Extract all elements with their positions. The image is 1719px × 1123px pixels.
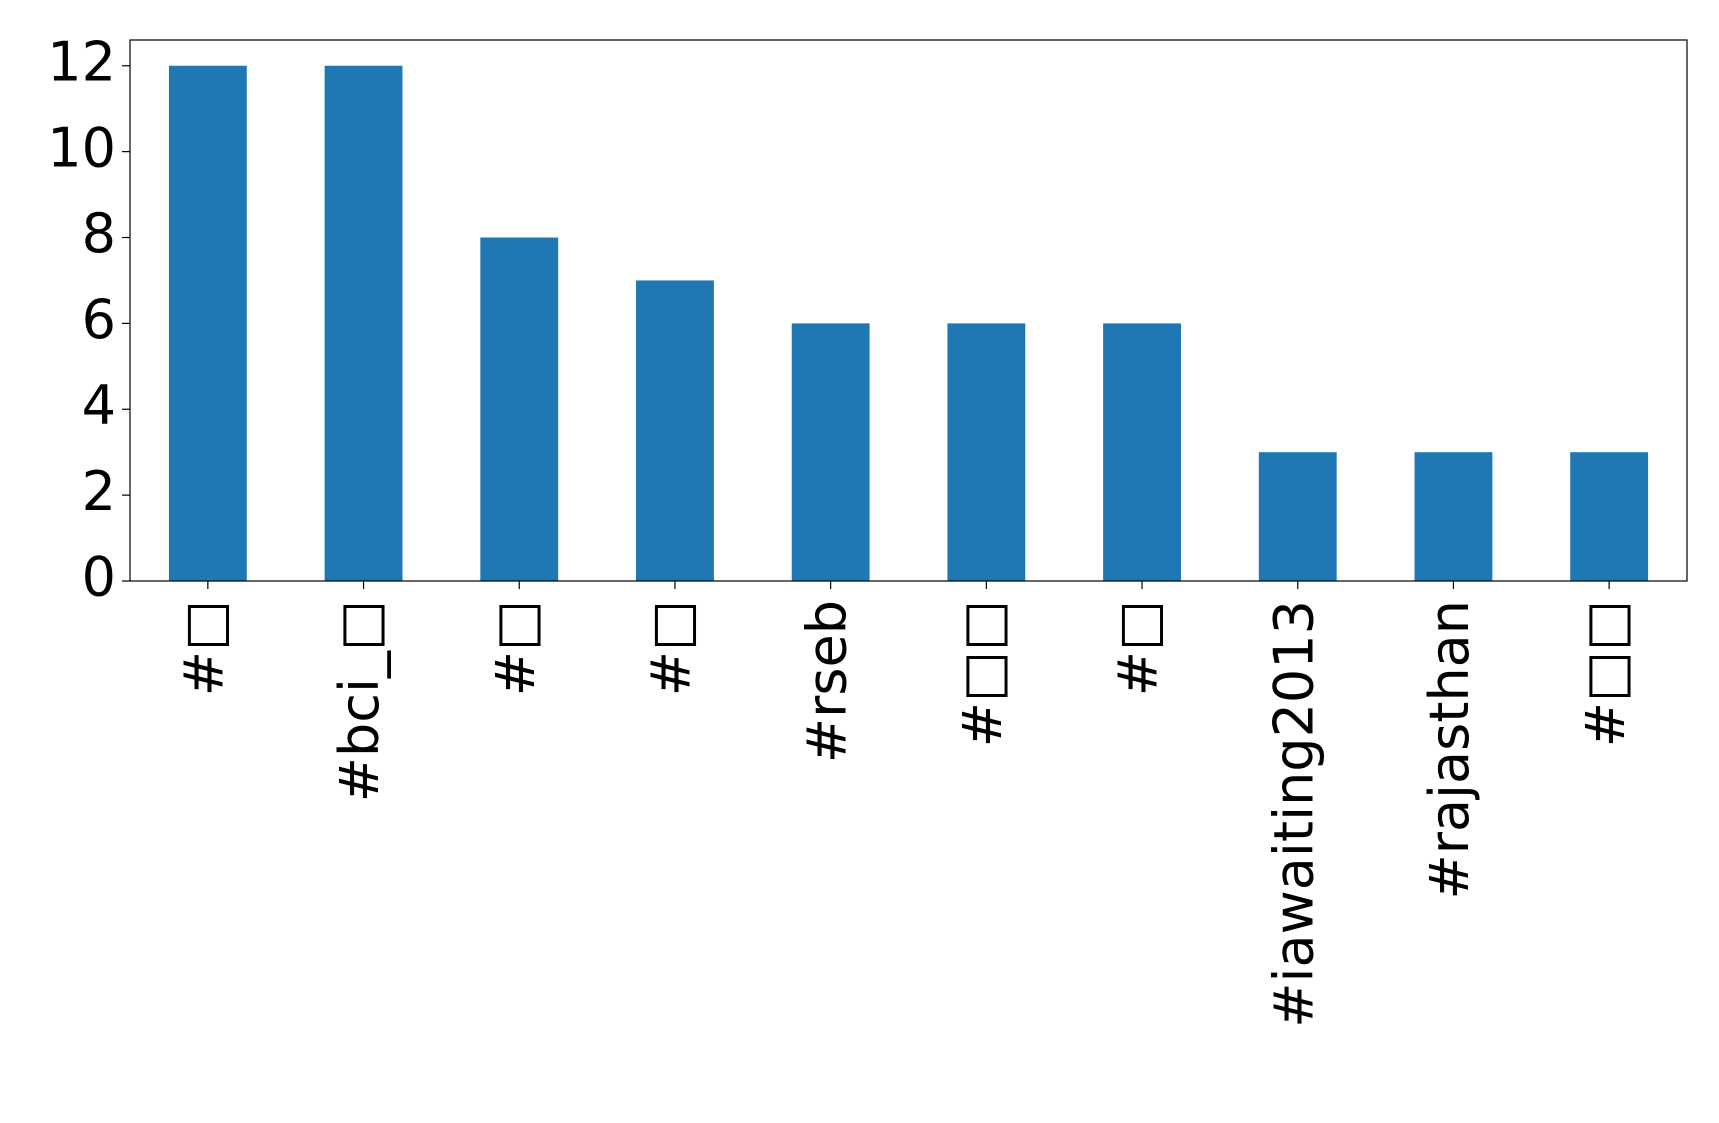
y-tick-label: 6 [82, 288, 116, 351]
y-tick-label: 4 [82, 374, 116, 437]
bar [947, 323, 1026, 581]
x-tick-label: #□ [640, 600, 703, 696]
bar [1414, 452, 1493, 581]
x-tick-label: #rseb [795, 600, 858, 763]
x-tick-label: #□ [172, 600, 235, 696]
x-tick-label: #□□ [1574, 600, 1637, 747]
bar [636, 280, 714, 581]
bar [1570, 452, 1649, 581]
y-tick-label: 0 [82, 546, 116, 609]
bar [1258, 452, 1337, 581]
y-tick-label: 8 [82, 202, 116, 265]
x-tick-label: #□ [1107, 600, 1170, 696]
x-tick-label: #bci_□ [328, 600, 391, 802]
x-tick-label: #rajasthan [1418, 600, 1481, 899]
y-tick-label: 2 [82, 460, 116, 523]
bar [324, 65, 403, 581]
y-tick-label: 10 [47, 116, 116, 179]
y-tick-label: 12 [47, 30, 116, 93]
x-tick-label: #iawaiting2013 [1262, 600, 1325, 1028]
bar [791, 323, 870, 581]
plot-frame [129, 39, 1688, 582]
bar [480, 237, 559, 581]
bar [168, 65, 247, 581]
x-tick-label: #□□ [951, 600, 1014, 747]
bar [1103, 323, 1181, 581]
x-tick-label: #□ [484, 600, 547, 696]
